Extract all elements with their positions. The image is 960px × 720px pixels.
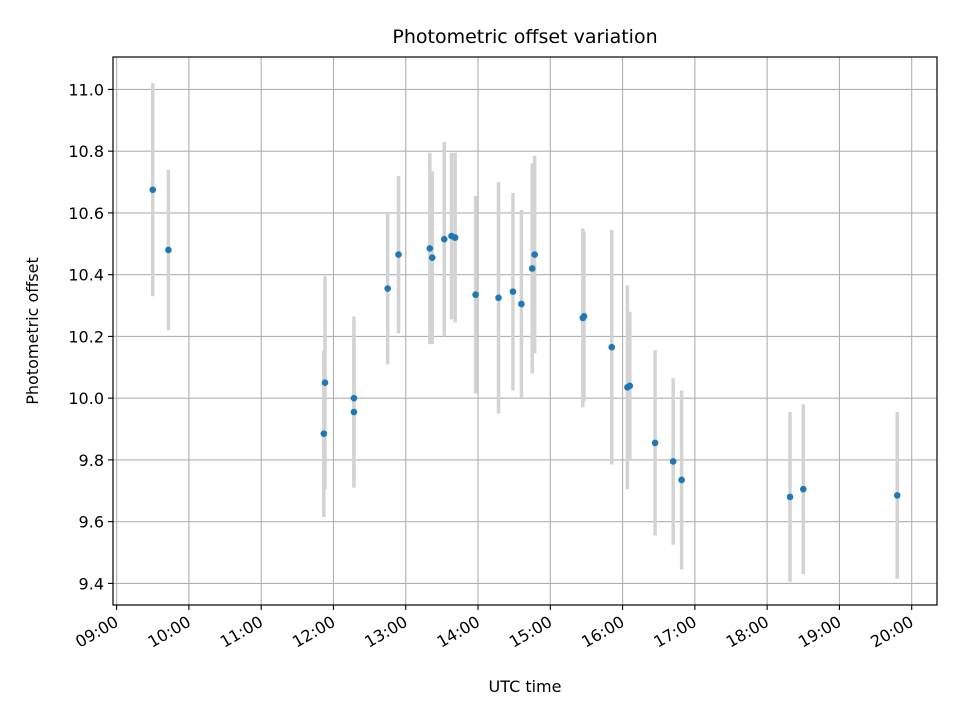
y-tick-label: 11.0 [68, 80, 104, 99]
data-point [350, 394, 358, 402]
data-point [395, 251, 402, 258]
grid [113, 57, 937, 605]
data-point [678, 476, 685, 484]
data-point [495, 294, 502, 302]
data-point [518, 300, 525, 308]
data-point [321, 379, 329, 387]
data-point [528, 265, 536, 272]
data-point [149, 186, 157, 194]
y-axis-label: Photometric offset [23, 257, 42, 405]
y-tick-label: 10.4 [68, 266, 104, 285]
x-axis-label: UTC time [489, 677, 562, 696]
y-tick-label: 10.0 [68, 389, 104, 408]
data-point [320, 430, 328, 437]
y-tick-label: 10.2 [68, 327, 104, 346]
data-point [651, 439, 659, 447]
data-point [626, 382, 634, 390]
data-point [893, 492, 901, 499]
chart-title: Photometric offset variation [392, 26, 657, 48]
y-tick-label: 9.8 [79, 451, 104, 470]
y-tick-label: 10.6 [68, 204, 104, 223]
data-point [669, 458, 677, 465]
data-point [451, 234, 459, 241]
data-point [440, 235, 448, 243]
data-point [580, 313, 588, 320]
y-tick-label: 9.6 [79, 513, 104, 532]
data-point [350, 408, 358, 416]
data-point [799, 485, 807, 493]
y-axis-ticks: 9.4 9.6 9.8 10.0 10.2 10.4 10.6 10.8 11.0 [68, 80, 113, 593]
plot-frame [112, 56, 938, 606]
data-point [472, 291, 479, 299]
y-tick-label: 9.4 [79, 574, 104, 593]
data-point [531, 251, 538, 258]
data-point [426, 245, 434, 252]
data-point [509, 288, 517, 295]
data-point [384, 285, 391, 292]
data-point [786, 493, 794, 501]
data-point [165, 246, 172, 254]
data-point [428, 254, 436, 261]
y-tick-label: 10.8 [68, 142, 104, 161]
data-points [149, 186, 901, 501]
data-point [608, 343, 616, 351]
